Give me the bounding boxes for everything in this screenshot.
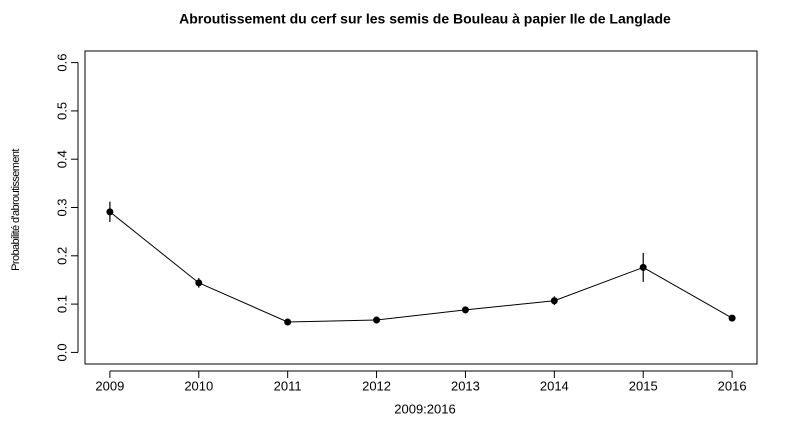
data-point	[639, 263, 647, 271]
data-line	[109, 211, 733, 323]
y-tick-label: 0.3	[54, 198, 69, 216]
x-tick-label: 2014	[540, 378, 569, 393]
chart-title: Abroutissement du cerf sur les semis de …	[179, 11, 671, 27]
y-tick-label: 0.5	[54, 102, 69, 120]
y-tick-label: 0.2	[54, 247, 69, 265]
data-point	[195, 279, 203, 287]
y-tick-label: 0.4	[54, 150, 69, 168]
x-tick-label: 2010	[184, 378, 213, 393]
data-point	[106, 208, 114, 216]
data-point	[728, 314, 736, 322]
data-point	[550, 297, 558, 305]
x-tick-label: 2012	[362, 378, 391, 393]
y-tick-label: 0.6	[54, 54, 69, 72]
x-axis-label: 2009:2016	[394, 401, 455, 416]
x-tick-label: 2013	[451, 378, 480, 393]
data-point	[461, 306, 469, 314]
y-tick-label: 0.1	[54, 295, 69, 313]
x-tick-label: 2015	[629, 378, 658, 393]
x-tick-label: 2011	[274, 378, 302, 393]
data-point	[284, 318, 292, 326]
plot-frame	[84, 50, 758, 365]
y-tick-label: 0.0	[54, 343, 69, 361]
x-tick-label: 2009	[95, 378, 124, 393]
y-axis-label: Probabilité d'abroutissement	[10, 149, 22, 271]
data-point	[373, 316, 381, 324]
x-tick-label: 2016	[718, 378, 747, 393]
